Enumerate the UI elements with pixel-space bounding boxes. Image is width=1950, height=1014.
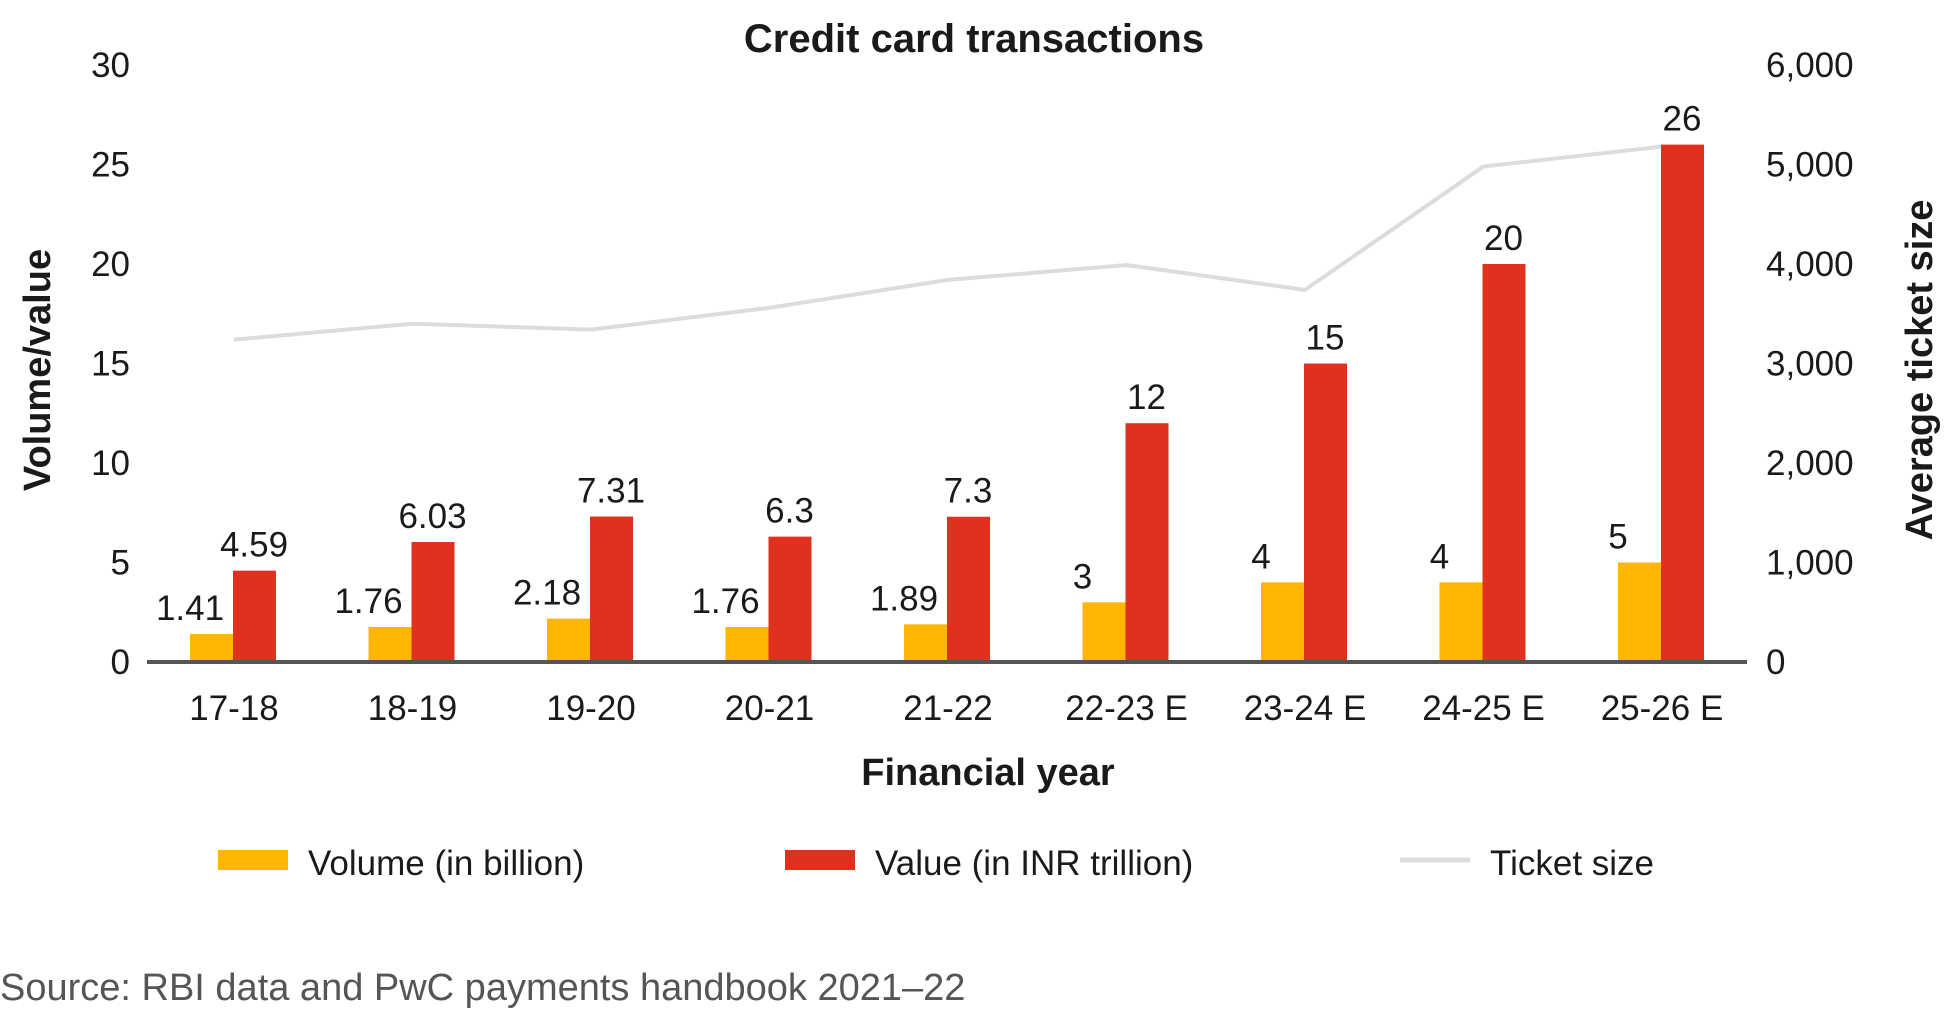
value-bar bbox=[1125, 423, 1169, 662]
value-data-label: 4.59 bbox=[220, 526, 288, 565]
volume-data-label: 5 bbox=[1608, 518, 1627, 557]
value-bar bbox=[947, 516, 990, 662]
legend-swatch bbox=[785, 850, 855, 870]
x-tick-label: 22-23 E bbox=[1065, 689, 1188, 728]
value-data-label: 7.31 bbox=[577, 472, 645, 511]
y-tick-label: 0 bbox=[111, 643, 130, 682]
x-tick-label: 18-19 bbox=[368, 689, 458, 728]
x-tick-label: 21-22 bbox=[903, 689, 993, 728]
y2-tick-label: 0 bbox=[1766, 643, 1785, 682]
y2-tick-label: 4,000 bbox=[1766, 245, 1854, 284]
volume-bar bbox=[725, 626, 769, 662]
value-bar bbox=[1482, 264, 1526, 662]
source-note: Source: RBI data and PwC payments handbo… bbox=[0, 967, 965, 1009]
x-tick-label: 24-25 E bbox=[1422, 689, 1545, 728]
value-bar bbox=[411, 542, 455, 662]
y-tick-label: 25 bbox=[91, 146, 130, 185]
y2-tick-label: 2,000 bbox=[1766, 444, 1854, 483]
legend: Volume (in billion) Value (in INR trillio… bbox=[218, 844, 1654, 883]
x-tick-label: 23-24 E bbox=[1244, 689, 1367, 728]
x-axis-label: Financial year bbox=[861, 752, 1115, 794]
y-tick-label: 15 bbox=[91, 345, 130, 384]
chart-title: Credit card transactions bbox=[744, 17, 1204, 61]
volume-bar bbox=[368, 626, 412, 662]
x-tick-label: 20-21 bbox=[725, 689, 815, 728]
value-data-label: 12 bbox=[1127, 378, 1166, 417]
y-tick-label: 20 bbox=[91, 245, 130, 284]
volume-data-label: 1.76 bbox=[334, 582, 402, 621]
volume-bar bbox=[1082, 602, 1126, 662]
value-bar bbox=[590, 516, 633, 662]
volume-data-label: 4 bbox=[1430, 537, 1449, 576]
value-data-label: 7.3 bbox=[944, 472, 993, 511]
volume-data-label: 1.41 bbox=[156, 589, 224, 628]
y2-axis-label: Average ticket size bbox=[1899, 200, 1941, 541]
value-data-label: 20 bbox=[1484, 219, 1523, 258]
x-tick-label: 19-20 bbox=[546, 689, 636, 728]
volume-bar bbox=[1618, 562, 1661, 662]
legend-label: Value (in INR trillion) bbox=[875, 844, 1193, 883]
y2-tick-label: 6,000 bbox=[1766, 46, 1854, 85]
legend-label: Ticket size bbox=[1490, 844, 1654, 883]
volume-data-label: 4 bbox=[1251, 537, 1270, 576]
volume-data-label: 1.76 bbox=[691, 582, 759, 621]
value-bar bbox=[1304, 363, 1347, 662]
volume-data-label: 2.18 bbox=[513, 574, 581, 613]
volume-bar bbox=[547, 618, 590, 662]
y-tick-label: 30 bbox=[91, 46, 130, 85]
legend-label: Volume (in billion) bbox=[308, 844, 584, 883]
value-bar bbox=[233, 570, 276, 662]
y-tick-label: 5 bbox=[111, 544, 130, 583]
y-axis-label: Volume/value bbox=[17, 249, 59, 491]
legend-swatch bbox=[218, 850, 288, 870]
y-tick-label: 10 bbox=[91, 444, 130, 483]
value-data-label: 6.3 bbox=[765, 492, 814, 531]
volume-data-label: 1.89 bbox=[870, 579, 938, 618]
value-data-label: 6.03 bbox=[398, 497, 466, 536]
y2-tick-label: 1,000 bbox=[1766, 544, 1854, 583]
value-bar bbox=[1661, 144, 1704, 663]
volume-data-label: 3 bbox=[1073, 557, 1092, 596]
volume-bar bbox=[1261, 582, 1304, 662]
volume-bar bbox=[1439, 582, 1483, 662]
y2-tick-label: 3,000 bbox=[1766, 345, 1854, 384]
volume-bar bbox=[190, 633, 233, 662]
x-tick-label: 25-26 E bbox=[1601, 689, 1724, 728]
value-data-label: 15 bbox=[1306, 319, 1345, 358]
y2-tick-label: 5,000 bbox=[1766, 146, 1854, 185]
value-data-label: 26 bbox=[1663, 100, 1702, 139]
volume-bar bbox=[904, 624, 947, 662]
x-tick-label: 17-18 bbox=[189, 689, 279, 728]
ticket-size-line bbox=[233, 144, 1663, 342]
value-bar bbox=[768, 536, 812, 662]
